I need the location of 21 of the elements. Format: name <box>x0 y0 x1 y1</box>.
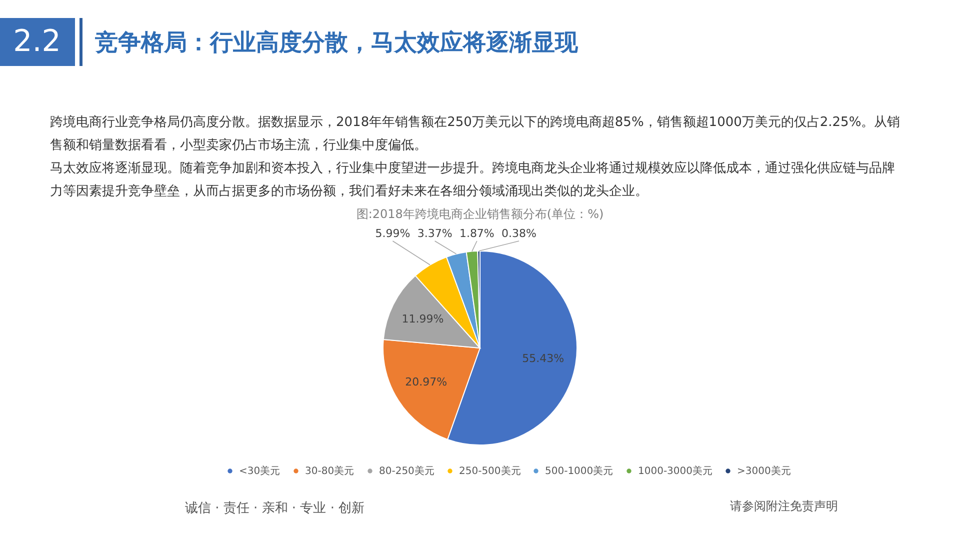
legend-label: 1000-3000美元 <box>638 465 713 477</box>
data-label: 1.87% <box>459 227 494 240</box>
data-label: 0.38% <box>502 227 536 240</box>
legend-label: 30-80美元 <box>305 465 354 477</box>
legend-label: >3000美元 <box>737 465 791 477</box>
data-label: 55.43% <box>522 352 564 365</box>
text: 2.2 <box>13 24 61 59</box>
text: 马太效应将逐渐显现。随着竞争加剧和资本投入，行业集中度望进一步提升。跨境电商龙头企业将通过规模效应以降低成本，通过强化供应链与品牌力等因素提升竞争壁垒，从而占据更多的市场份额，我们看好未来在各细分领域涌现出类似的龙头企业。 <box>50 160 895 199</box>
data-label: 11.99% <box>402 312 444 326</box>
data-label: 20.97% <box>405 376 448 389</box>
text: 诚信 · 责任 · 亲和 · 专业 · 创新 <box>185 501 365 516</box>
legend-label: 250-500美元 <box>459 465 521 477</box>
legend-label: 80-250美元 <box>379 465 434 477</box>
data-label: 5.99% <box>375 227 410 240</box>
chart-title: 图:2018年跨境电商企业销售额分布(单位：%) <box>356 207 604 221</box>
text: 竞争格局：行业高度分散，马太效应将逐渐显现 <box>94 29 579 56</box>
text: 跨境电商行业竞争格局仍高度分散。据数据显示，2018年年销售额在250万美元以下的跨境电商超85%，销售额超1000万美元的仅占2.25%。从销售额和销量数据看看，小型卖家仍占市场主流，行业集中度偏低。 <box>50 114 900 153</box>
data-label: 3.37% <box>417 227 452 240</box>
legend-label: <30美元 <box>239 465 280 477</box>
text: 请参阅附注免责声明 <box>730 499 838 513</box>
legend-label: 500-1000美元 <box>545 465 614 477</box>
